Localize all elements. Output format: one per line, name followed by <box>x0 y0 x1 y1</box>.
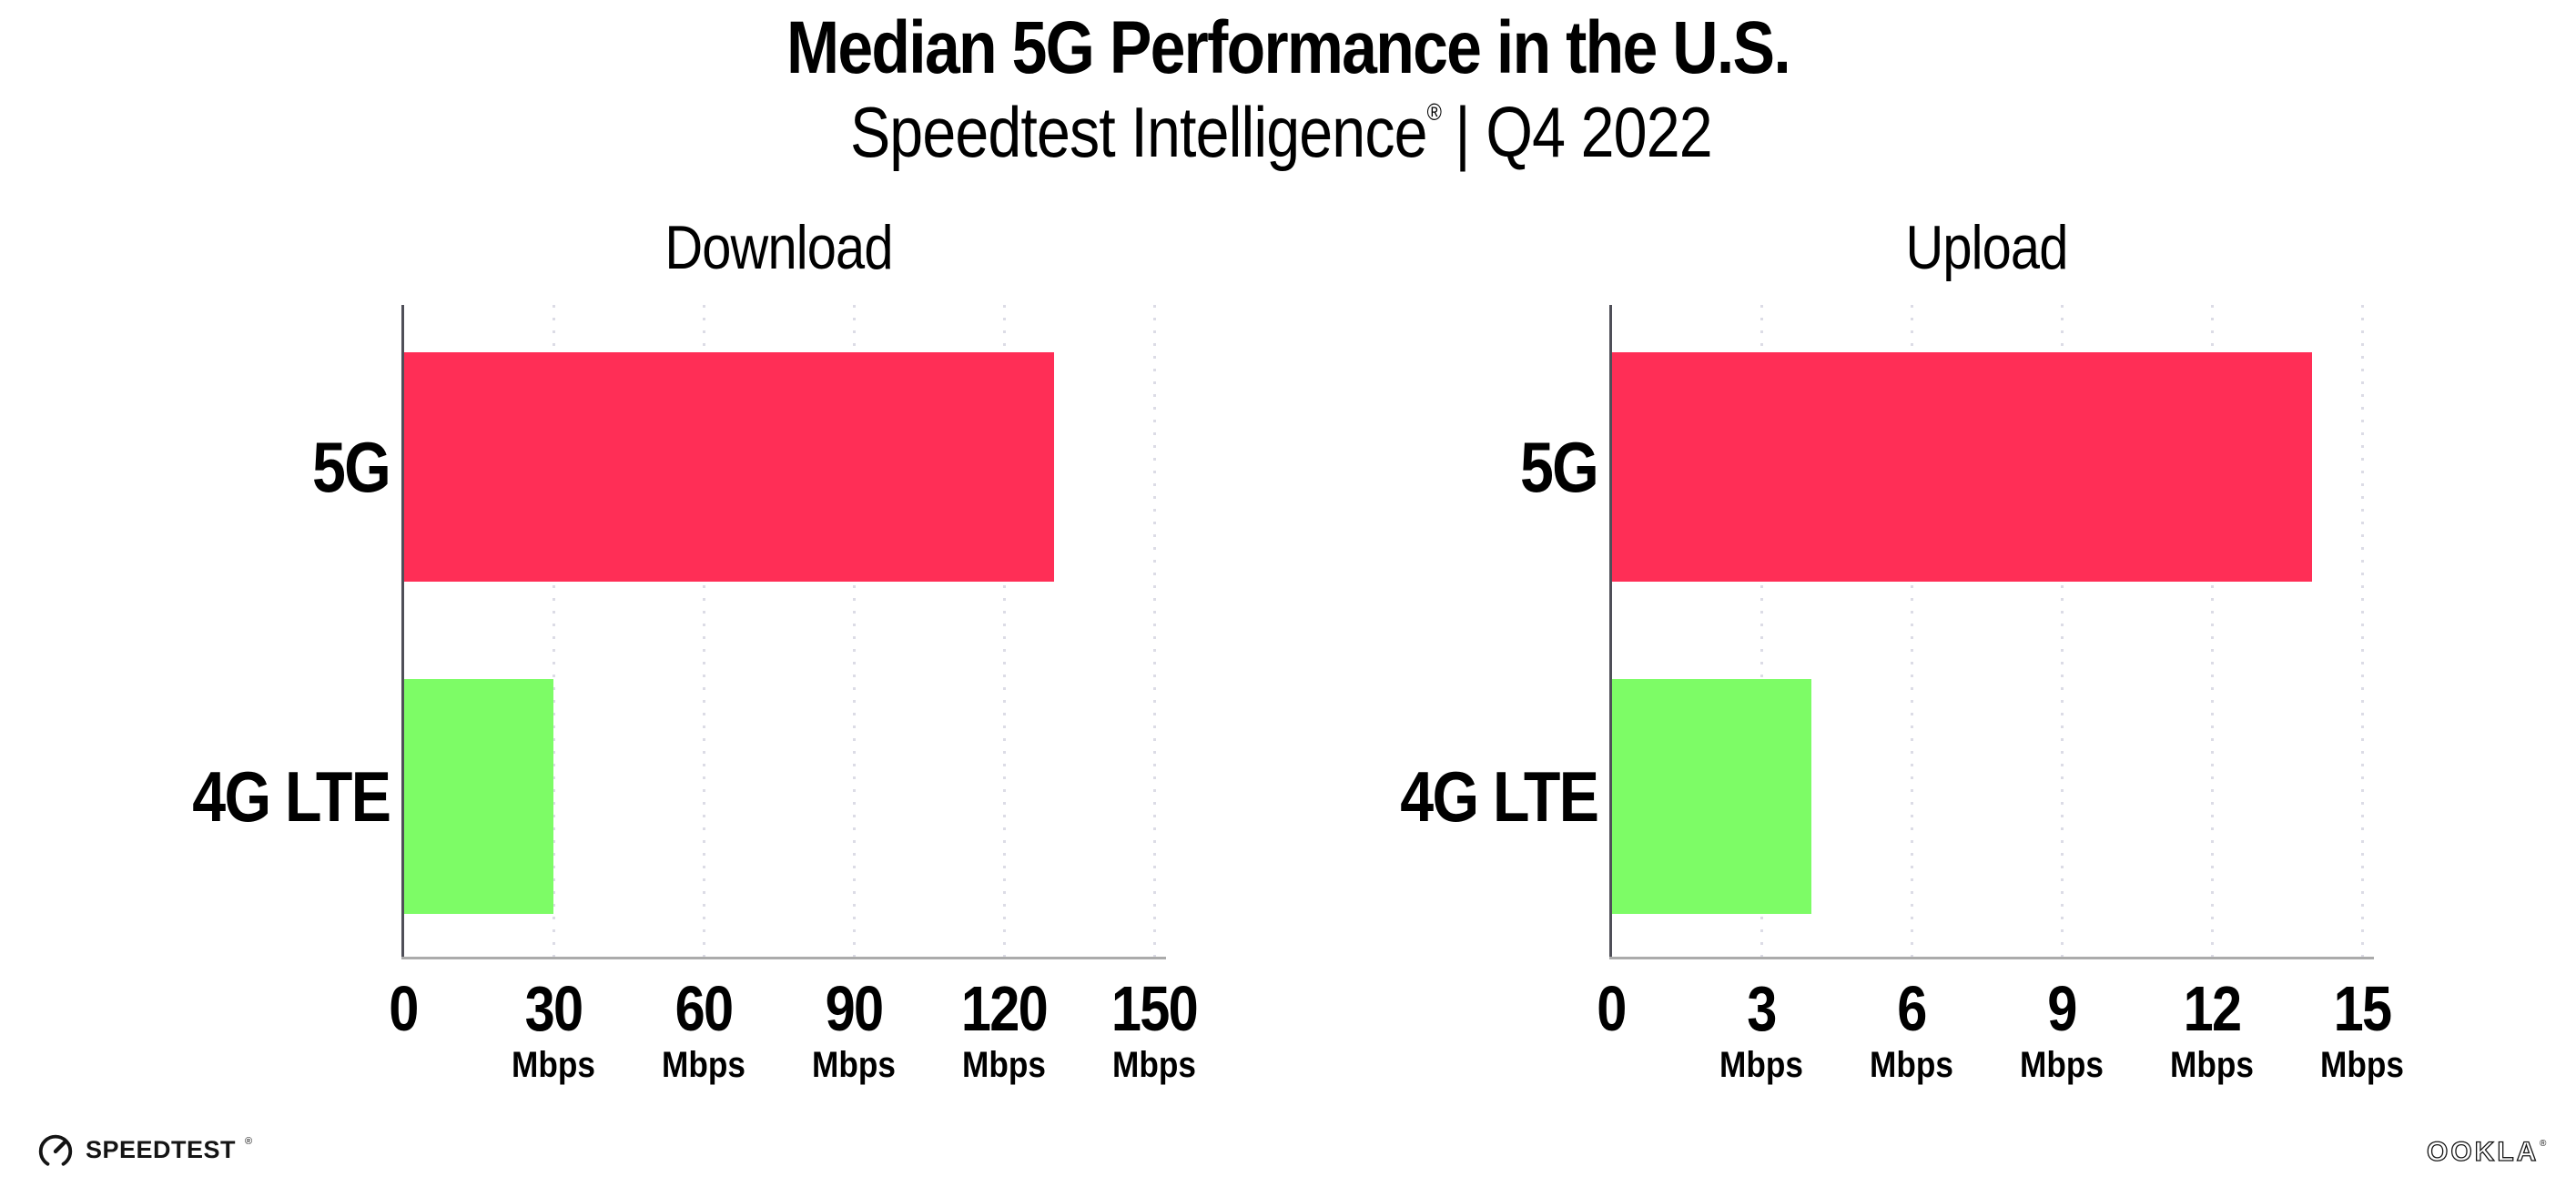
x-axis-line-download <box>401 957 1166 959</box>
category-label-download-5g: 5G <box>89 352 391 582</box>
subtitle-period: | Q4 2022 <box>1455 92 1712 172</box>
ookla-registered-mark: ® <box>2540 1139 2547 1149</box>
gridline-upload-12 <box>2210 305 2214 959</box>
x-tick-download-90: 90 Mbps <box>772 976 936 1085</box>
x-tick-unit: Mbps <box>2320 1045 2404 1085</box>
x-tick-value: 30 <box>524 973 583 1044</box>
category-label-text: 4G LTE <box>1400 756 1599 837</box>
bar-upload-5g <box>1611 352 2312 582</box>
category-label-upload-4g-lte: 4G LTE <box>1297 679 1599 914</box>
gridline-download-30 <box>552 305 555 959</box>
x-tick-upload-15: 15 Mbps <box>2280 976 2444 1085</box>
x-tick-value: 0 <box>389 973 419 1044</box>
speedtest-logo: SPEEDTEST ® <box>35 1129 252 1171</box>
x-tick-upload-0: 0 <box>1529 976 1693 1041</box>
page-subtitle: Speedtest Intelligence® | Q4 2022 <box>193 96 2383 167</box>
x-tick-upload-6: 6 Mbps <box>1830 976 1993 1085</box>
y-axis-line-download <box>401 305 404 959</box>
gridline-upload-3 <box>1760 305 1763 959</box>
x-tick-value: 6 <box>1897 973 1927 1044</box>
x-tick-unit: Mbps <box>1112 1045 1196 1085</box>
gridline-upload-6 <box>1910 305 1913 959</box>
x-tick-unit: Mbps <box>512 1045 595 1085</box>
gridline-upload-9 <box>2060 305 2064 959</box>
bar-upload-4g-lte <box>1611 679 1811 914</box>
x-tick-download-150: 150 Mbps <box>1072 976 1236 1085</box>
speedtest-gauge-icon <box>38 1134 73 1169</box>
ookla-logo: OOKLA ® <box>2425 1134 2552 1171</box>
x-tick-download-0: 0 <box>321 976 485 1041</box>
x-tick-download-30: 30 Mbps <box>472 976 635 1085</box>
category-label-text: 4G LTE <box>192 756 391 837</box>
bar-download-5g <box>403 352 1054 582</box>
x-tick-unit: Mbps <box>662 1045 745 1085</box>
gridline-download-150 <box>1152 305 1156 959</box>
y-axis-line-upload <box>1609 305 1612 959</box>
speedtest-logo-text: SPEEDTEST <box>86 1135 237 1163</box>
bar-download-4g-lte <box>403 679 553 914</box>
x-tick-upload-12: 12 Mbps <box>2130 976 2294 1085</box>
x-tick-value: 150 <box>1111 973 1199 1044</box>
x-tick-upload-9: 9 Mbps <box>1980 976 2144 1085</box>
category-label-download-4g-lte: 4G LTE <box>89 679 391 914</box>
gridline-upload-15 <box>2360 305 2364 959</box>
x-tick-value: 3 <box>1747 973 1777 1044</box>
x-tick-value: 120 <box>960 973 1049 1044</box>
chart-title-upload: Upload <box>1905 213 2068 282</box>
page-title: Median 5G Performance in the U.S. <box>786 6 1791 89</box>
ookla-logo-icon: OOKLA ® <box>2426 1136 2547 1167</box>
x-tick-unit: Mbps <box>1719 1045 1803 1085</box>
x-tick-unit: Mbps <box>2170 1045 2254 1085</box>
gridline-download-60 <box>702 305 705 959</box>
x-axis-line-upload <box>1609 957 2374 959</box>
category-label-text: 5G <box>1519 427 1599 507</box>
gridline-download-120 <box>1002 305 1006 959</box>
x-tick-value: 9 <box>2047 973 2077 1044</box>
x-tick-value: 90 <box>825 973 884 1044</box>
gridline-download-90 <box>852 305 856 959</box>
x-tick-unit: Mbps <box>812 1045 896 1085</box>
x-tick-unit: Mbps <box>2020 1045 2104 1085</box>
x-tick-value: 60 <box>674 973 734 1044</box>
x-tick-value: 15 <box>2333 973 2392 1044</box>
registered-mark-icon: ® <box>1426 98 1442 126</box>
category-label-upload-5g: 5G <box>1297 352 1599 582</box>
speedtest-registered-mark: ® <box>245 1136 253 1147</box>
x-tick-upload-3: 3 Mbps <box>1679 976 1843 1085</box>
x-tick-unit: Mbps <box>1870 1045 1953 1085</box>
ookla-logo-text: OOKLA <box>2427 1137 2539 1167</box>
x-tick-unit: Mbps <box>962 1045 1046 1085</box>
chart-title-download: Download <box>664 213 893 282</box>
x-tick-value: 0 <box>1597 973 1627 1044</box>
x-tick-download-120: 120 Mbps <box>922 976 1086 1085</box>
x-tick-value: 12 <box>2183 973 2242 1044</box>
subtitle-brand: Speedtest Intelligence <box>849 92 1428 172</box>
x-tick-download-60: 60 Mbps <box>622 976 786 1085</box>
category-label-text: 5G <box>311 427 391 507</box>
